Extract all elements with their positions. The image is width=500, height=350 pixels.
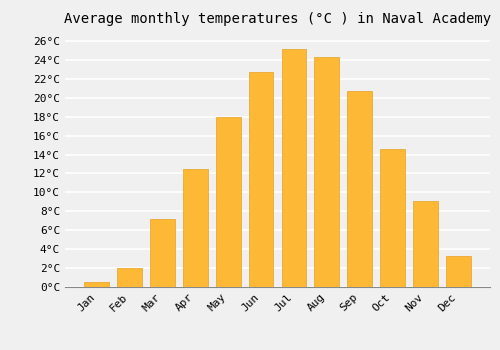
Bar <box>216 117 240 287</box>
Bar <box>413 201 438 287</box>
Bar <box>348 91 372 287</box>
Bar <box>446 256 470 287</box>
Title: Average monthly temperatures (°C ) in Naval Academy: Average monthly temperatures (°C ) in Na… <box>64 12 491 26</box>
Bar <box>117 268 142 287</box>
Bar <box>183 169 208 287</box>
Bar <box>282 49 306 287</box>
Bar <box>248 72 274 287</box>
Bar <box>150 219 174 287</box>
Bar <box>84 282 109 287</box>
Bar <box>380 149 405 287</box>
Bar <box>314 57 339 287</box>
